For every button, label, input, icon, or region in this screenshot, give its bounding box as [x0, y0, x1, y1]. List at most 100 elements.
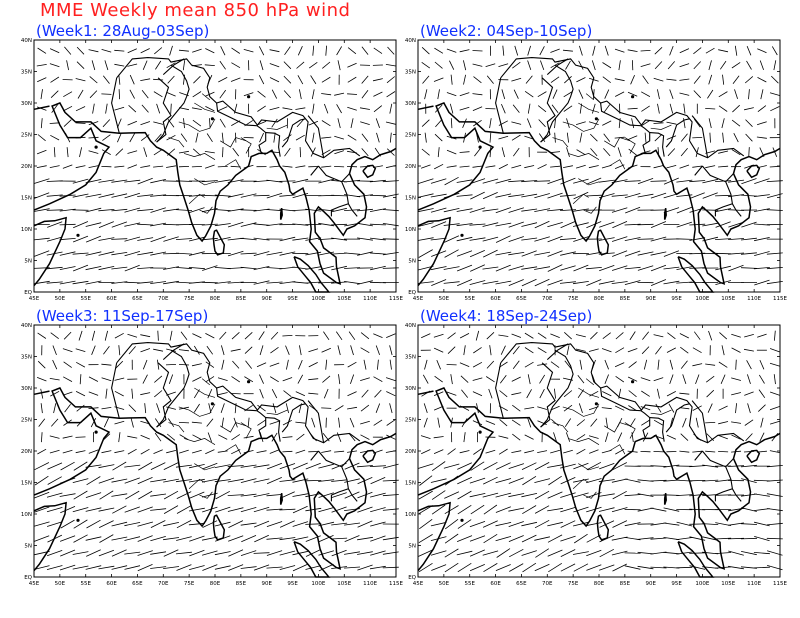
- y-tick-label: 5N: [24, 259, 32, 265]
- wind-map-week3: 45E 50E 55E 60E 65E 70E 75E 80E 85E 90E 95E 100E 105…: [21, 323, 404, 587]
- panel-title-week2: (Week2: 04Sep-10Sep): [420, 22, 593, 40]
- x-tick-label: 100E: [311, 581, 325, 587]
- y-tick-label: 5N: [24, 544, 32, 550]
- y-tick-label: 10N: [405, 227, 416, 233]
- x-tick-label: 60E: [490, 296, 501, 302]
- x-tick-label: 65E: [516, 581, 527, 587]
- x-tick-label: 100E: [695, 581, 709, 587]
- x-tick-label: 85E: [236, 296, 247, 302]
- map-frame: [33, 324, 397, 578]
- x-tick-label: 55E: [80, 581, 91, 587]
- x-tick-label: 75E: [568, 296, 579, 302]
- y-tick-label: 20N: [405, 449, 416, 455]
- y-tick-label: 35N: [405, 70, 416, 76]
- x-tick-label: 95E: [287, 296, 298, 302]
- x-tick-label: 70E: [542, 296, 553, 302]
- map-panel-week4: 45E 50E 55E 60E 65E 70E 75E 80E 85E 90E 95E 100E 105…: [398, 323, 790, 587]
- x-tick-label: 80E: [594, 581, 605, 587]
- x-tick-label: 50E: [55, 296, 66, 302]
- map-frame: [33, 39, 397, 293]
- x-tick-label: 45E: [413, 296, 424, 302]
- x-tick-label: 50E: [439, 581, 450, 587]
- x-tick-label: 45E: [29, 296, 40, 302]
- x-tick-label: 90E: [261, 581, 272, 587]
- y-tick-label: 35N: [405, 355, 416, 361]
- x-tick-label: 55E: [464, 296, 475, 302]
- x-tick-label: 110E: [747, 581, 761, 587]
- wind-map-week4: 45E 50E 55E 60E 65E 70E 75E 80E 85E 90E 95E 100E 105…: [405, 323, 788, 587]
- x-tick-label: 55E: [464, 581, 475, 587]
- y-tick-label: EQ: [408, 290, 416, 296]
- y-tick-label: 5N: [408, 259, 416, 265]
- x-tick-label: 115E: [389, 296, 403, 302]
- x-tick-label: 65E: [132, 581, 143, 587]
- x-tick-label: 65E: [132, 296, 143, 302]
- x-tick-label: 85E: [236, 581, 247, 587]
- y-tick-label: 40N: [405, 38, 416, 44]
- x-tick-label: 75E: [184, 296, 195, 302]
- x-tick-label: 80E: [210, 296, 221, 302]
- x-tick-label: 90E: [645, 581, 656, 587]
- y-tick-label: 30N: [21, 386, 32, 392]
- x-tick-label: 60E: [106, 581, 117, 587]
- x-tick-label: 110E: [363, 296, 377, 302]
- y-tick-label: 10N: [405, 512, 416, 518]
- y-tick-label: EQ: [24, 575, 32, 581]
- x-tick-label: 55E: [80, 296, 91, 302]
- y-tick-label: 30N: [405, 101, 416, 107]
- wind-vectors: [417, 330, 783, 573]
- x-tick-label: 50E: [55, 581, 66, 587]
- y-tick-label: 40N: [405, 323, 416, 329]
- x-tick-label: 85E: [620, 581, 631, 587]
- x-tick-label: 60E: [490, 581, 501, 587]
- x-tick-label: 70E: [158, 581, 169, 587]
- y-tick-label: 20N: [21, 449, 32, 455]
- x-tick-label: 45E: [29, 581, 40, 587]
- x-tick-label: 95E: [671, 581, 682, 587]
- coastlines: [417, 57, 781, 293]
- panel-title-week1: (Week1: 28Aug-03Sep): [36, 22, 210, 40]
- x-tick-label: 110E: [363, 581, 377, 587]
- x-tick-label: 45E: [413, 581, 424, 587]
- y-tick-label: 35N: [21, 70, 32, 76]
- x-tick-label: 70E: [542, 581, 553, 587]
- x-tick-label: 100E: [695, 296, 709, 302]
- y-tick-label: 30N: [21, 101, 32, 107]
- y-tick-label: 25N: [405, 133, 416, 139]
- y-tick-label: 5N: [408, 544, 416, 550]
- coastlines: [33, 342, 397, 578]
- x-tick-label: 105E: [337, 296, 351, 302]
- panel-title-week3: (Week3: 11Sep-17Sep): [36, 307, 209, 325]
- x-tick-label: 110E: [747, 296, 761, 302]
- x-tick-label: 105E: [337, 581, 351, 587]
- x-tick-label: 115E: [773, 296, 787, 302]
- y-tick-label: 35N: [21, 355, 32, 361]
- y-tick-label: 20N: [405, 164, 416, 170]
- x-tick-label: 105E: [721, 581, 735, 587]
- map-panel-week3: 45E 50E 55E 60E 65E 70E 75E 80E 85E 90E 95E 100E 105…: [14, 323, 406, 587]
- y-tick-label: 15N: [21, 481, 32, 487]
- coastlines: [33, 57, 397, 293]
- x-tick-label: 90E: [645, 296, 656, 302]
- x-tick-label: 65E: [516, 296, 527, 302]
- y-tick-label: 30N: [405, 386, 416, 392]
- x-tick-label: 95E: [287, 581, 298, 587]
- figure-title: MME Weekly mean 850 hPa wind: [40, 0, 351, 21]
- y-tick-label: 40N: [21, 323, 32, 329]
- y-tick-label: 10N: [21, 227, 32, 233]
- x-tick-label: 80E: [594, 296, 605, 302]
- x-tick-label: 75E: [184, 581, 195, 587]
- x-tick-label: 75E: [568, 581, 579, 587]
- wind-vectors: [33, 330, 399, 572]
- x-tick-label: 115E: [773, 581, 787, 587]
- y-tick-label: 10N: [21, 512, 32, 518]
- y-tick-label: 25N: [405, 418, 416, 424]
- y-tick-label: EQ: [24, 290, 32, 296]
- x-tick-label: 90E: [261, 296, 272, 302]
- y-tick-label: EQ: [408, 575, 416, 581]
- x-tick-label: 80E: [210, 581, 221, 587]
- map-panel-week1: 45E 50E 55E 60E 65E 70E 75E 80E 85E 90E 95E 100E 105…: [14, 38, 406, 302]
- wind-vectors: [417, 45, 783, 287]
- x-tick-label: 85E: [620, 296, 631, 302]
- y-tick-label: 20N: [21, 164, 32, 170]
